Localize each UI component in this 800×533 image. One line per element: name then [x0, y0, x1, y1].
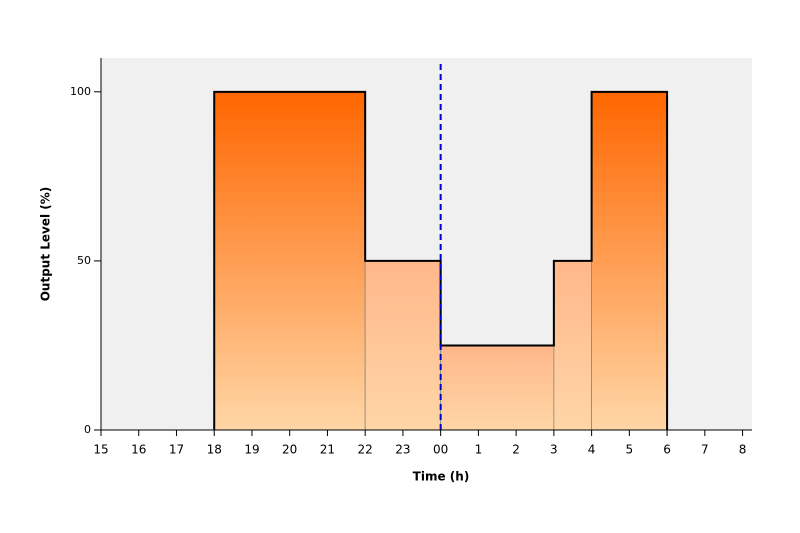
y-tick-label: 0: [84, 423, 91, 436]
x-tick-label: 2: [512, 443, 520, 457]
x-tick-label: 23: [395, 443, 410, 457]
x-axis-title: Time (h): [413, 470, 470, 484]
segment: [213, 91, 366, 431]
y-tick-label: 50: [77, 254, 91, 267]
x-tick-label: 19: [244, 443, 259, 457]
x-tick-label: 1: [475, 443, 483, 457]
x-tick-label: 7: [701, 443, 709, 457]
x-tick-label: 5: [626, 443, 634, 457]
x-tick-label: 4: [588, 443, 596, 457]
x-tick-label: 3: [550, 443, 558, 457]
segment: [364, 260, 442, 431]
x-tick-label: 17: [169, 443, 184, 457]
x-tick-label: 21: [320, 443, 335, 457]
y-axis-title: Output Level (%): [39, 187, 53, 302]
segment: [440, 345, 555, 431]
segment: [553, 260, 593, 431]
step-line: [213, 90, 669, 430]
x-tick-label: 8: [739, 443, 747, 457]
x-tick-label: 20: [282, 443, 297, 457]
x-tick-label: 6: [663, 443, 671, 457]
x-tick-label: 15: [93, 443, 108, 457]
y-tick-label: 100: [70, 85, 91, 98]
x-tick-label: 16: [131, 443, 146, 457]
segment: [591, 91, 668, 431]
x-tick-label: 00: [433, 443, 448, 457]
x-tick-label: 22: [358, 443, 373, 457]
x-tick-label: 18: [207, 443, 222, 457]
